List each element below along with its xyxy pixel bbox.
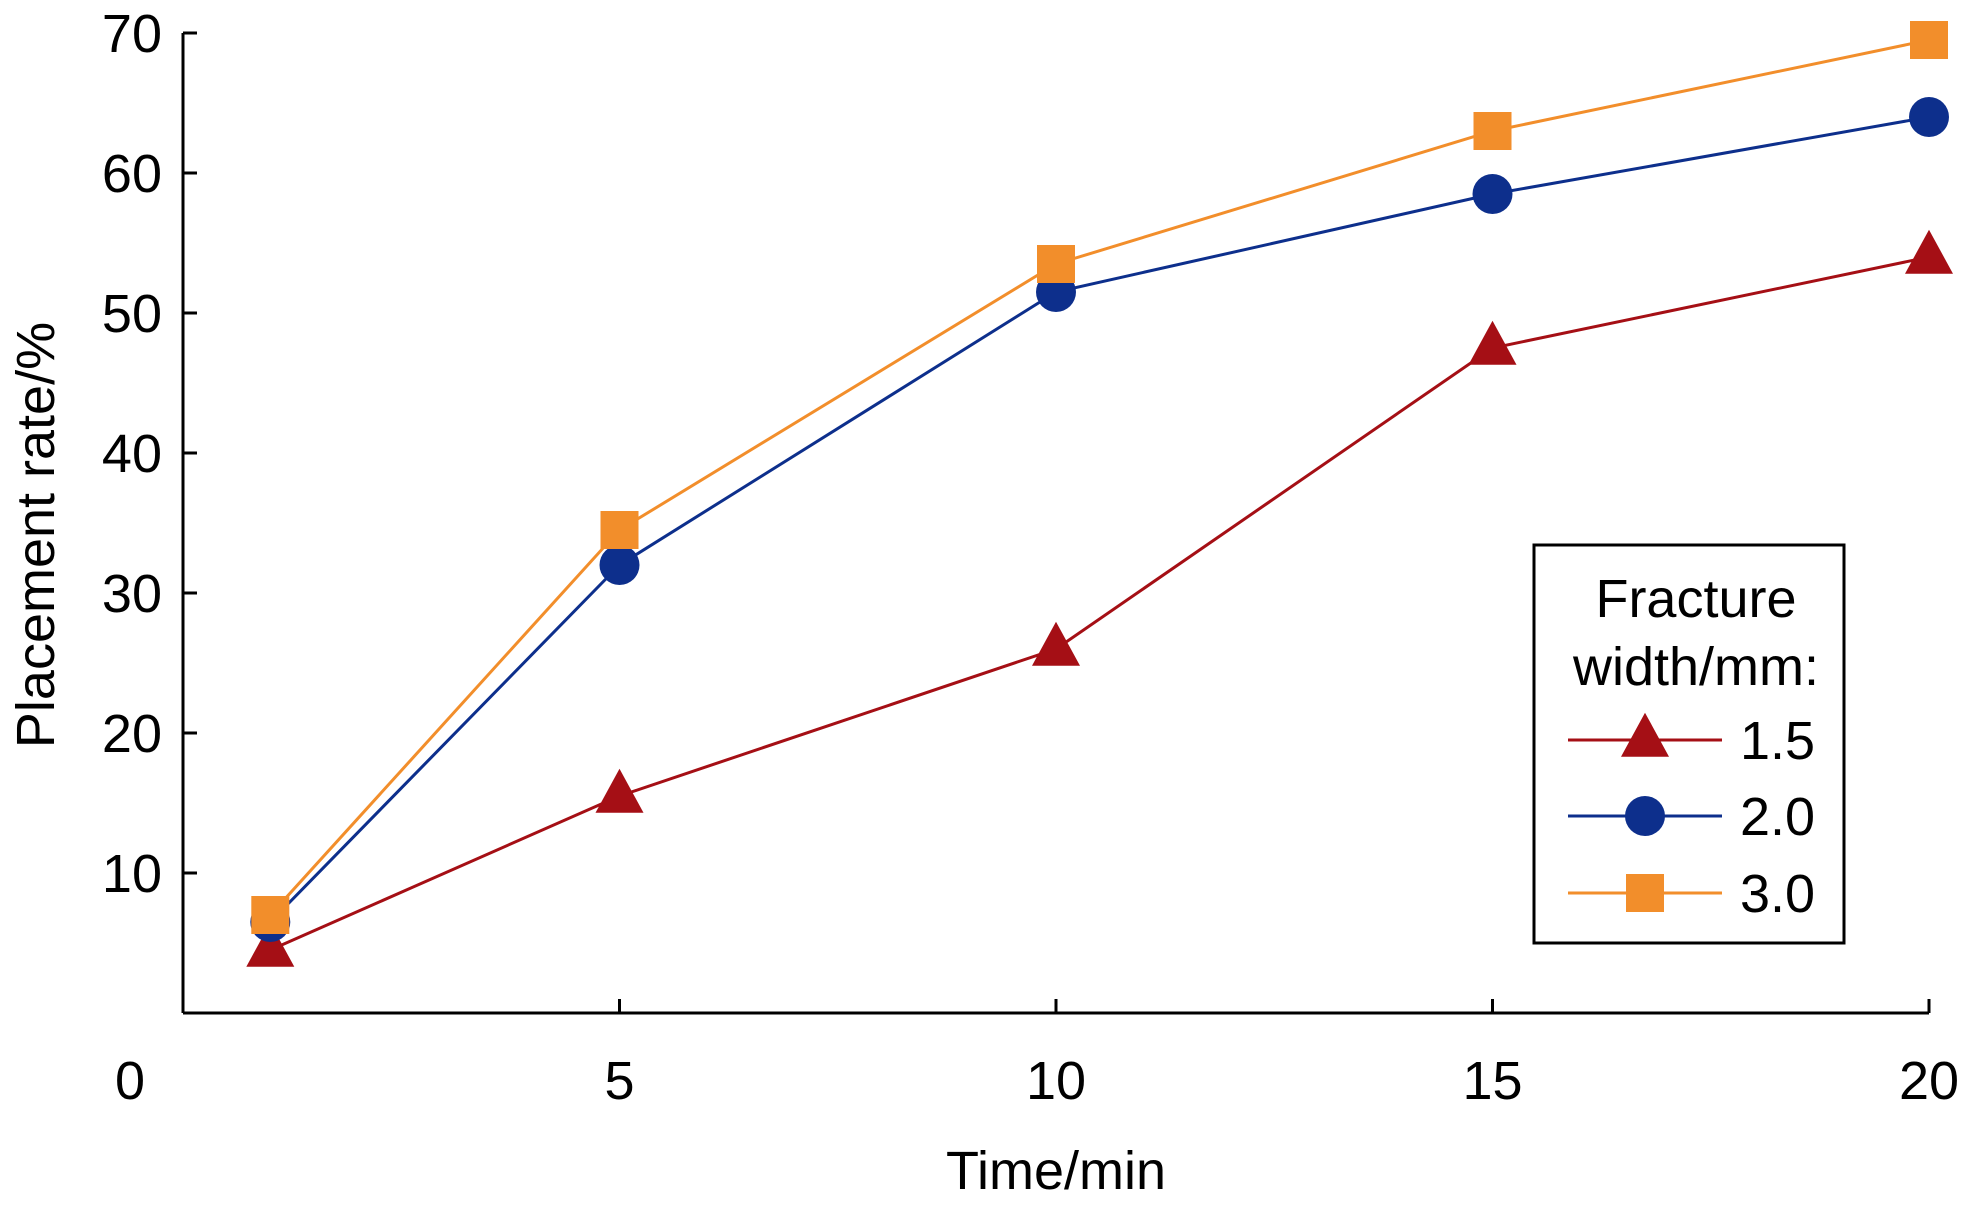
legend-title-line2: width/mm: — [1572, 637, 1819, 697]
data-point-circle — [1472, 174, 1513, 214]
y-tick-label: 50 — [102, 284, 162, 344]
legend-box — [1532, 543, 1846, 945]
legend-title-line1: Fracture — [1595, 569, 1796, 629]
data-point-triangle — [246, 922, 295, 967]
x-tick-label: 5 — [604, 1051, 634, 1111]
data-point-square — [1910, 21, 1948, 59]
legend-entry: 2.0 — [1568, 787, 1815, 847]
data-point-triangle — [1905, 229, 1953, 274]
legend-marker-square — [1626, 874, 1664, 912]
y-tick-label: 70 — [102, 4, 162, 64]
data-point-square — [1473, 112, 1512, 150]
data-point-square — [251, 896, 290, 934]
x-tick-label: 10 — [1026, 1051, 1086, 1111]
legend-entry: 3.0 — [1568, 864, 1815, 924]
x-tick-label: 15 — [1462, 1051, 1522, 1111]
y-tick-label: 40 — [102, 424, 162, 484]
x-tick-label: 20 — [1899, 1051, 1959, 1111]
series-3.0 — [251, 21, 1948, 934]
y-tick-label: 30 — [102, 564, 162, 624]
y-tick-label: 20 — [102, 704, 162, 764]
y-ticks: 10 20 30 40 50 60 70 — [102, 4, 197, 904]
data-point-square — [600, 511, 639, 549]
legend-label: 3.0 — [1740, 864, 1815, 924]
y-tick-label: 10 — [102, 844, 162, 904]
data-point-triangle — [595, 768, 644, 813]
legend-label: 2.0 — [1740, 787, 1815, 847]
data-point-circle — [1909, 97, 1949, 137]
legend-marker-triangle — [1621, 712, 1669, 757]
x-tick-label: 0 — [115, 1051, 145, 1111]
y-axis-title: Placement rate/% — [6, 322, 66, 748]
legend-entry: 1.5 — [1568, 711, 1815, 771]
series-1.5 — [246, 229, 1953, 967]
y-tick-label: 60 — [102, 144, 162, 204]
series-layer — [246, 21, 1953, 967]
data-point-square — [1037, 245, 1075, 283]
legend-entries: 1.5 2.0 3.0 — [1568, 711, 1815, 924]
legend-label: 1.5 — [1740, 711, 1815, 771]
data-point-triangle — [1032, 621, 1080, 666]
legend: Fracture width/mm: 1.5 2.0 3.0 — [1532, 543, 1846, 945]
legend-marker-circle — [1625, 796, 1665, 836]
data-point-triangle — [1468, 320, 1517, 365]
x-axis-title: Time/min — [946, 1141, 1166, 1201]
x-ticks: 0 5 10 15 20 — [115, 999, 1959, 1111]
data-point-circle — [599, 545, 640, 585]
